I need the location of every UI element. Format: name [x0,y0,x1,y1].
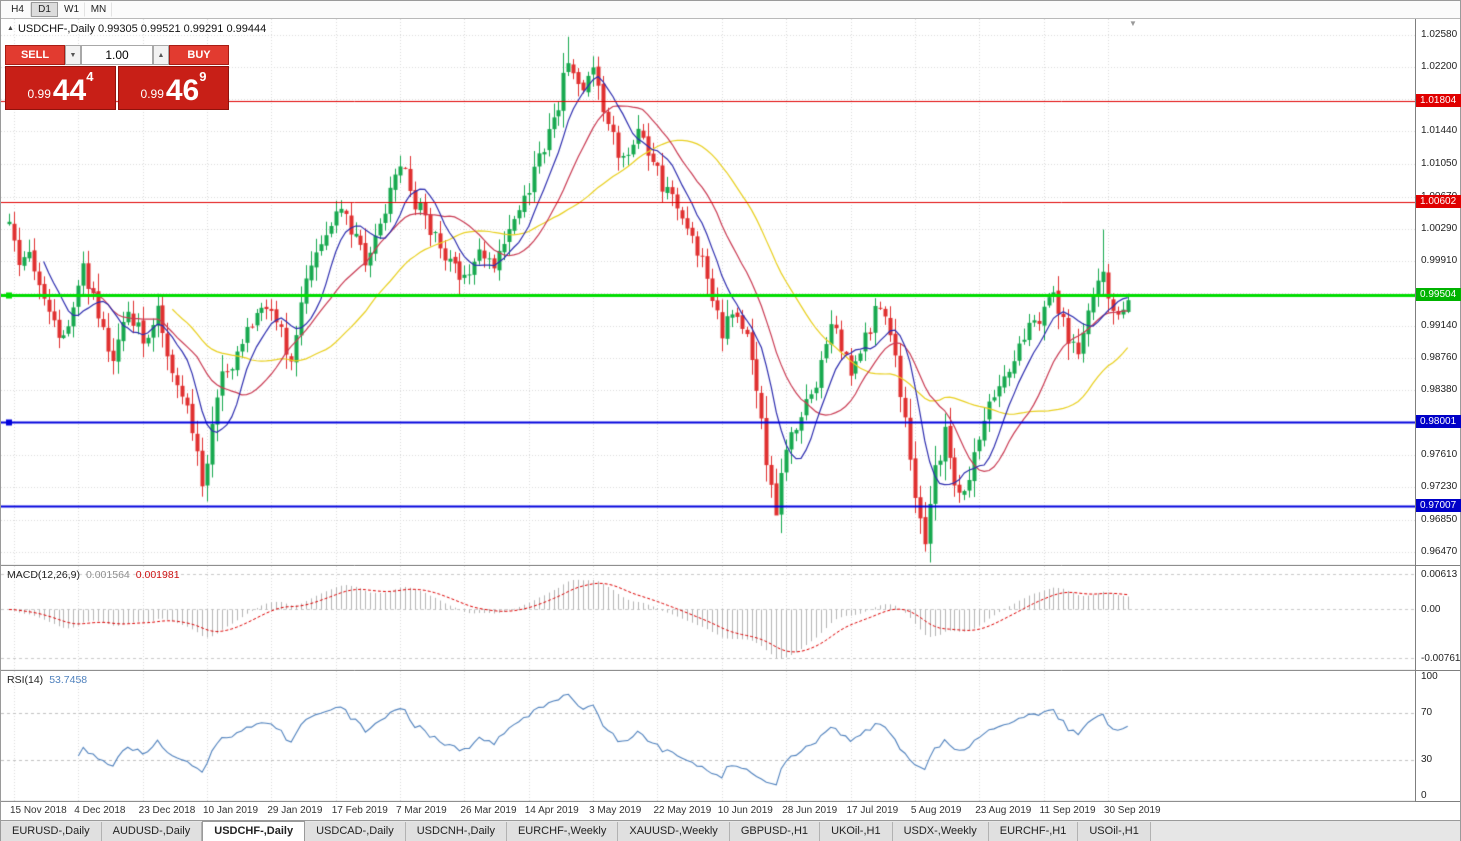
chart-shift-marker-icon[interactable]: ▼ [1129,19,1137,28]
macd-label: MACD(12,26,9) 0.001564 0.001981 [7,569,180,581]
date-axis-label: 14 Apr 2019 [524,805,579,816]
rsi-axis-label: 70 [1421,706,1433,718]
price-axis[interactable]: 1.025801.022001.014401.010501.006701.002… [1415,19,1461,566]
price-axis-label: 1.01440 [1421,125,1458,137]
chart-tab-usdchf-daily[interactable]: USDCHF-,Daily [202,821,306,841]
rsi-name: RSI(14) [7,674,44,686]
chart-tab-eurchf-weekly[interactable]: EURCHF-,Weekly [506,822,619,841]
chart-tab-bar: EURUSD-,Daily AUDUSD-,Daily USDCHF-,Daily U… [1,820,1460,841]
panel-collapse-icon[interactable]: ▲ [7,25,14,32]
date-axis-label: 15 Nov 2018 [9,805,67,816]
sell-price-prefix: 0.99 [27,87,51,101]
timeframe-button-mn[interactable]: MN [85,2,112,17]
chart-tab-ukoil-h1[interactable]: UKOil-,H1 [820,822,893,841]
date-axis-label: 30 Sep 2019 [1103,805,1161,816]
volume-increase-button[interactable]: ▲ [153,45,169,65]
chart-tab-xauusd-weekly[interactable]: XAUUSD-,Weekly [618,822,730,841]
ohlc-info: ▲ USDCHF-,Daily 0.99305 0.99521 0.99291 0… [7,23,266,35]
date-axis-label: 7 Mar 2019 [396,805,447,816]
sell-price-pip: 4 [86,69,94,84]
date-axis-label: 28 Jun 2019 [782,805,838,816]
macd-axis-label: -0.00761 [1421,652,1461,664]
rsi-value: 53.7458 [49,674,88,686]
timeframe-button-d1[interactable]: D1 [31,2,58,17]
price-axis-label: 1.01050 [1421,158,1458,170]
timeframe-toolbar: H4 D1 W1 MN [1,1,1460,19]
price-axis-label: 1.02580 [1421,29,1458,41]
chart-tab-gbpusd-h1[interactable]: GBPUSD-,H1 [729,822,821,841]
one-click-trading-panel: SELL ▼ ▲ BUY 0.99 44 4 0.99 46 9 [5,45,229,110]
macd-value-signal: 0.001981 [135,569,180,581]
date-axis-label: 17 Feb 2019 [331,805,388,816]
buy-price-prefix: 0.99 [140,87,164,101]
price-axis-label: 1.02200 [1421,61,1458,73]
volume-input[interactable] [81,45,153,65]
rsi-axis: 100 70 30 0 [1415,671,1460,802]
price-axis-label: 1.00290 [1421,222,1458,234]
buy-quote-button[interactable]: 0.99 46 9 [118,66,229,110]
chart-tab-eurusd-daily[interactable]: EURUSD-,Daily [1,822,102,841]
date-axis-label: 23 Aug 2019 [975,805,1032,816]
macd-axis-label: 0.00613 [1421,568,1458,580]
date-axis-label: 4 Dec 2018 [74,805,126,816]
price-axis-label: 0.97230 [1421,481,1458,493]
sell-button[interactable]: SELL [5,45,65,65]
price-axis-label: 0.99910 [1421,254,1458,266]
date-axis-label: 10 Jan 2019 [203,805,259,816]
price-axis-label: 0.96850 [1421,513,1458,525]
price-line-badge: 0.97007 [1416,499,1461,513]
date-axis[interactable]: 15 Nov 2018 4 Dec 2018 23 Dec 2018 10 Jan 2… [1,802,1460,820]
volume-decrease-button[interactable]: ▼ [65,45,81,65]
buy-price-big: 46 [165,74,200,107]
macd-indicator-canvas[interactable] [1,566,1415,671]
macd-axis-label: 0.00 [1421,603,1441,615]
trade-panel-controls: SELL ▼ ▲ BUY [5,45,229,65]
price-line-badge: 1.01804 [1416,93,1461,107]
trade-panel-quotes: 0.99 44 4 0.99 46 9 [5,66,229,110]
chart-tab-usdx-weekly[interactable]: USDX-,Weekly [892,822,989,841]
chart-tab-usdcad-daily[interactable]: USDCAD-,Daily [305,822,406,841]
timeframe-button-w1[interactable]: W1 [58,2,85,17]
rsi-indicator-canvas[interactable] [1,671,1415,802]
ohlc-text: USDCHF-,Daily 0.99305 0.99521 0.99291 0.… [17,23,267,35]
buy-button[interactable]: BUY [169,45,229,65]
chart-tab-usdcnh-daily[interactable]: USDCNH-,Daily [405,822,507,841]
macd-name: MACD(12,26,9) [7,569,80,581]
date-axis-label: 29 Jan 2019 [267,805,323,816]
price-axis-label: 0.97610 [1421,449,1458,461]
date-axis-label: 22 May 2019 [653,805,712,816]
date-axis-label: 3 May 2019 [589,805,642,816]
buy-price-pip: 9 [199,69,207,84]
price-axis-label: 0.98380 [1421,384,1458,396]
date-axis-label: 17 Jul 2019 [846,805,899,816]
date-axis-label: 5 Aug 2019 [910,805,962,816]
sell-price-big: 44 [52,74,87,107]
price-axis-label: 0.96470 [1421,545,1458,557]
rsi-label: RSI(14) 53.7458 [7,674,87,686]
date-axis-label: 23 Dec 2018 [138,805,196,816]
date-axis-label: 26 Mar 2019 [460,805,517,816]
price-chart-canvas[interactable] [1,19,1415,566]
price-axis-label: 0.98760 [1421,352,1458,364]
rsi-axis-label: 0 [1421,790,1427,801]
timeframe-button-h4[interactable]: H4 [4,2,31,17]
rsi-axis-label: 30 [1421,754,1433,766]
chart-tab-usoil-h1[interactable]: USOil-,H1 [1078,822,1151,841]
sell-quote-button[interactable]: 0.99 44 4 [5,66,116,110]
chart-tab-eurchf-h1[interactable]: EURCHF-,H1 [988,822,1079,841]
price-line-badge: 0.99504 [1416,288,1461,302]
macd-value-main: 0.001564 [85,569,130,581]
price-line-badge: 1.00602 [1416,195,1461,209]
chart-tab-audusd-daily[interactable]: AUDUSD-,Daily [101,822,203,841]
rsi-axis-label: 100 [1421,671,1438,682]
macd-axis: 0.00613 0.00 -0.00761 [1415,566,1460,671]
price-line-badge: 0.98001 [1416,415,1461,429]
date-axis-label: 10 Jun 2019 [717,805,773,816]
date-axis-label: 11 Sep 2019 [1039,805,1096,816]
price-axis-label: 0.99140 [1421,319,1458,331]
